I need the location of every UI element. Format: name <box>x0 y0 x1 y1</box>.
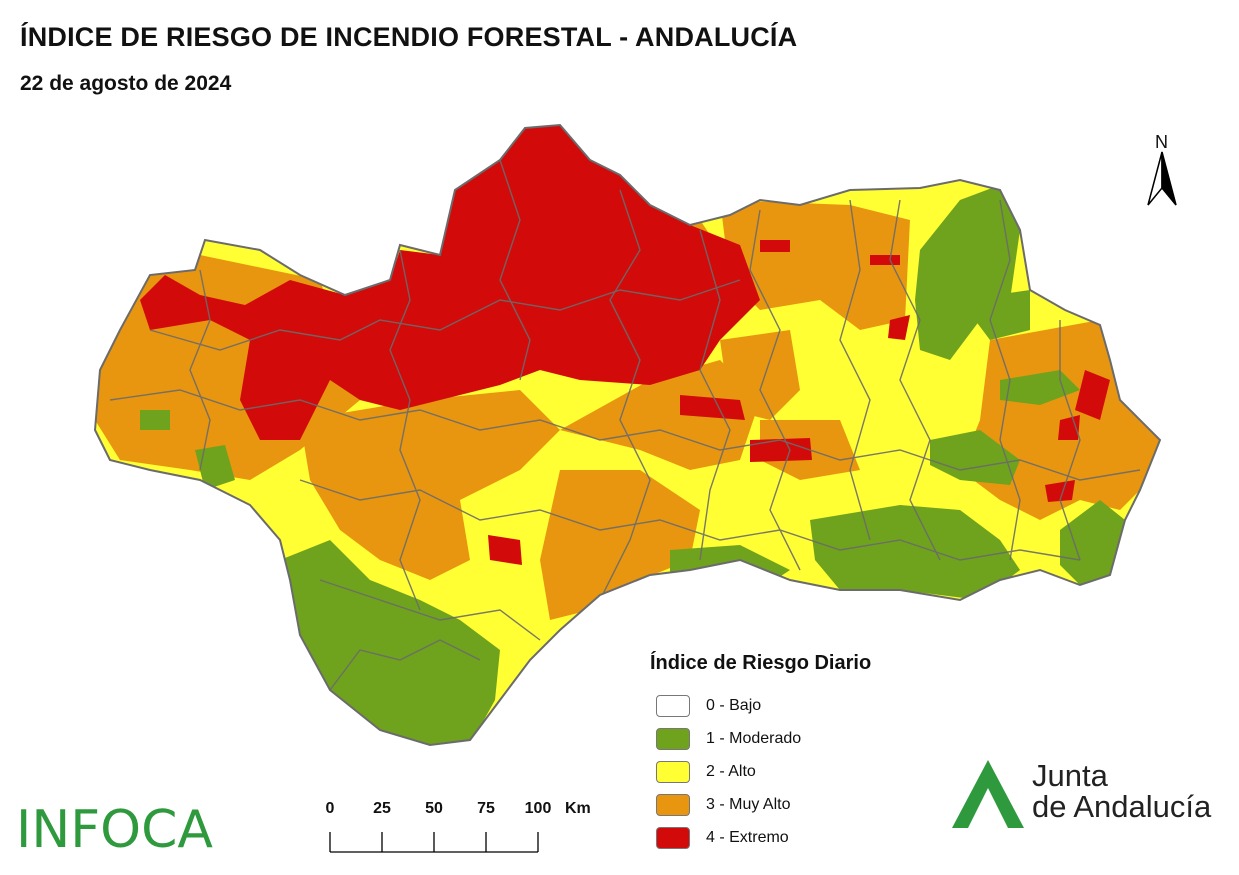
map-date: 22 de agosto de 2024 <box>20 72 232 95</box>
scale-tick-label: 0 <box>325 800 335 817</box>
infoca-logo: INFOCA <box>16 800 213 860</box>
map-title: ÍNDICE DE RIESGO DE INCENDIO FORESTAL - … <box>20 22 798 52</box>
legend-swatch <box>656 826 690 849</box>
legend-label: 2 - Alto <box>706 762 756 780</box>
legend-label: 1 - Moderado <box>706 729 802 747</box>
scale-tick-label: 75 <box>477 800 495 817</box>
scale-unit: Km <box>565 800 591 817</box>
legend-item-muy-alto: 3 - Muy Alto <box>650 788 940 821</box>
legend-title: Índice de Riesgo Diario <box>650 652 872 674</box>
scale-ruler <box>329 832 539 853</box>
legend-swatch <box>656 793 690 816</box>
legend-swatch <box>656 694 690 717</box>
legend-item-extremo: 4 - Extremo <box>650 821 940 854</box>
legend-swatch <box>656 727 690 750</box>
junta-andalucia-text: Junta de Andalucía <box>1032 760 1211 822</box>
north-arrow-icon <box>1147 151 1177 206</box>
scale-tick-label: 100 <box>524 800 552 817</box>
legend-label: 3 - Muy Alto <box>706 795 791 813</box>
legend-item-bajo: 0 - Bajo <box>650 689 940 722</box>
junta-line1: Junta <box>1032 758 1108 793</box>
legend-item-alto: 2 - Alto <box>650 755 940 788</box>
junta-line2: de Andalucía <box>1032 789 1212 824</box>
scale-bar: 0 25 50 75 100 Km <box>315 800 615 860</box>
scale-tick-label: 25 <box>373 800 391 817</box>
junta-andalucia-logo-icon <box>952 760 1024 828</box>
legend-swatch <box>656 760 690 783</box>
legend-item-moderado: 1 - Moderado <box>650 722 940 755</box>
legend-label: 0 - Bajo <box>706 696 762 714</box>
north-label: N <box>1155 132 1168 152</box>
legend-label: 4 - Extremo <box>706 828 789 846</box>
legend: Índice de Riesgo Diario 0 - Bajo 1 - Mod… <box>650 652 940 854</box>
scale-tick-label: 50 <box>425 800 443 817</box>
